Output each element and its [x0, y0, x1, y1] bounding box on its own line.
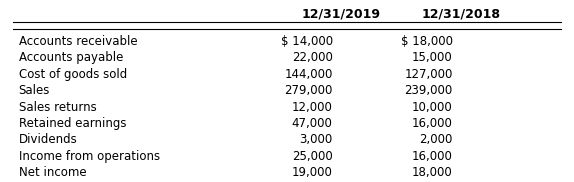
- Text: 12/31/2019: 12/31/2019: [302, 7, 381, 20]
- Text: 12/31/2018: 12/31/2018: [422, 7, 501, 20]
- Text: 239,000: 239,000: [405, 84, 453, 97]
- Text: Retained earnings: Retained earnings: [18, 117, 126, 130]
- Text: 144,000: 144,000: [284, 68, 333, 81]
- Text: 16,000: 16,000: [412, 117, 453, 130]
- Text: Sales: Sales: [18, 84, 50, 97]
- Text: Dividends: Dividends: [18, 133, 77, 146]
- Text: 15,000: 15,000: [412, 51, 453, 64]
- Text: 47,000: 47,000: [292, 117, 333, 130]
- Text: Income from operations: Income from operations: [18, 150, 160, 163]
- Text: Cost of goods sold: Cost of goods sold: [18, 68, 127, 81]
- Text: $ 18,000: $ 18,000: [401, 35, 453, 48]
- Text: Sales returns: Sales returns: [18, 100, 96, 114]
- Text: 10,000: 10,000: [412, 100, 453, 114]
- Text: 3,000: 3,000: [300, 133, 333, 146]
- Text: 19,000: 19,000: [292, 166, 333, 179]
- Text: Accounts payable: Accounts payable: [18, 51, 123, 64]
- Text: Net income: Net income: [18, 166, 86, 179]
- Text: 12,000: 12,000: [292, 100, 333, 114]
- Text: 2,000: 2,000: [419, 133, 453, 146]
- Text: $ 14,000: $ 14,000: [281, 35, 333, 48]
- Text: Accounts receivable: Accounts receivable: [18, 35, 137, 48]
- Text: 16,000: 16,000: [412, 150, 453, 163]
- Text: 22,000: 22,000: [292, 51, 333, 64]
- Text: 279,000: 279,000: [284, 84, 333, 97]
- Text: 127,000: 127,000: [404, 68, 453, 81]
- Text: 18,000: 18,000: [412, 166, 453, 179]
- Text: 25,000: 25,000: [292, 150, 333, 163]
